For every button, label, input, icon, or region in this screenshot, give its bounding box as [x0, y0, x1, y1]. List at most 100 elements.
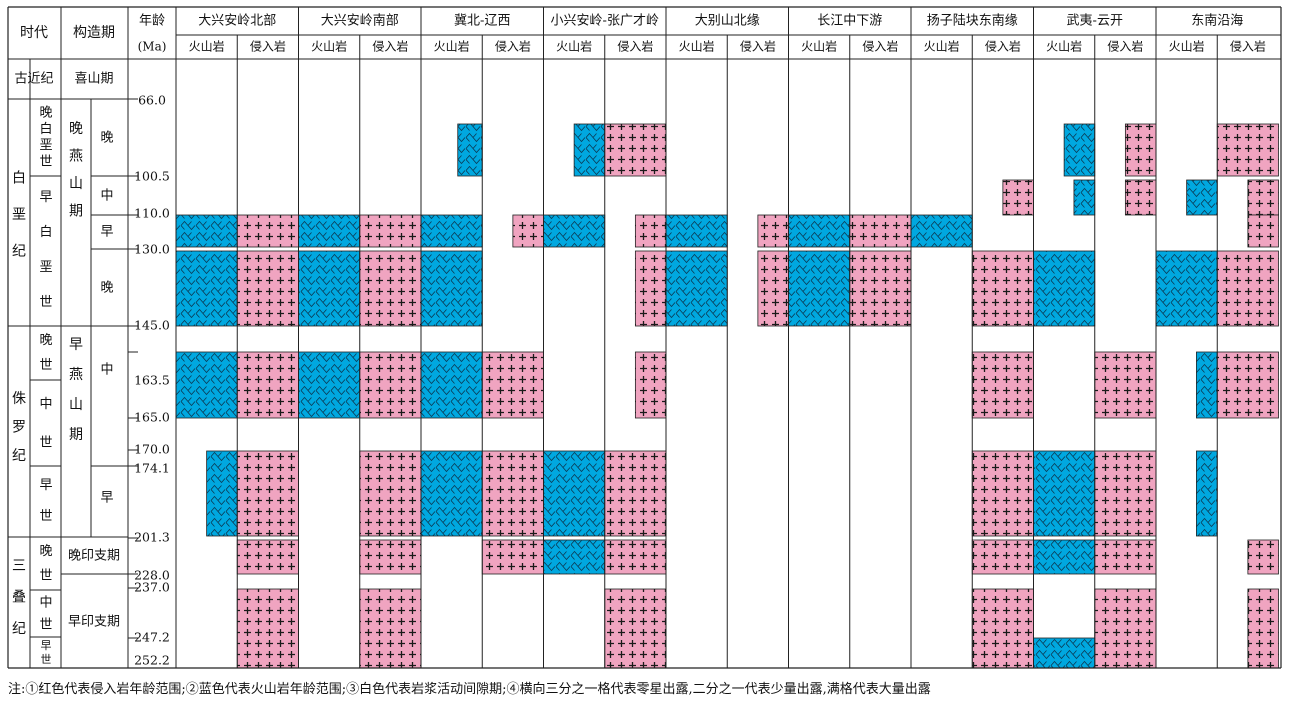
period-label: 三 [12, 558, 26, 574]
period-label: 古近纪 [14, 72, 53, 87]
intrusive-range-bar [634, 351, 667, 419]
volcanic-range-bar [543, 539, 606, 575]
intrusive-range-bar [634, 250, 667, 327]
volcanic-range-bar [1063, 123, 1096, 177]
intrusive-col-header: 侵入岩 [985, 39, 1021, 54]
volcanic-range-bar [175, 214, 238, 248]
tectonic-period-label: 山 [69, 397, 83, 413]
subphase-label: 早 [100, 225, 113, 240]
volcanic-col-header: 火山岩 [311, 39, 347, 54]
intrusive-range-bar [1094, 450, 1157, 537]
region-header: 大别山北缘 [695, 14, 760, 29]
age-header: 年龄 [139, 14, 165, 29]
intrusive-range-bar [359, 214, 422, 248]
intrusive-range-bar [634, 214, 667, 248]
intrusive-col-header: 侵入岩 [740, 39, 776, 54]
subphase-label: 中 [100, 363, 113, 378]
intrusive-range-bar [1247, 588, 1279, 669]
volcanic-col-header: 火山岩 [679, 39, 715, 54]
intrusive-range-bar [1094, 588, 1157, 669]
volcanic-range-bar [175, 351, 238, 419]
epoch-label: 世 [39, 295, 52, 310]
age-tick-label: 201.3 [134, 530, 170, 545]
age-tick-label: 100.5 [134, 169, 170, 184]
volcanic-col-header: 火山岩 [434, 39, 470, 54]
age-tick-label: 228.0 [134, 568, 170, 583]
intrusive-range-bar [971, 250, 1034, 327]
age-tick-label: 237.0 [134, 580, 170, 595]
intrusive-range-bar [971, 351, 1034, 419]
volcanic-range-bar [665, 250, 728, 327]
volcanic-range-bar [788, 214, 851, 248]
volcanic-col-header: 火山岩 [1169, 39, 1205, 54]
volcanic-range-bar [1033, 450, 1096, 537]
intrusive-range-bar [757, 250, 789, 327]
intrusive-range-bar [236, 214, 299, 248]
era-header: 时代 [20, 25, 48, 41]
region-header: 大兴安岭北部 [198, 14, 276, 29]
intrusive-range-bar [359, 539, 422, 575]
intrusive-range-bar [512, 214, 544, 248]
volcanic-range-bar [1196, 351, 1218, 419]
intrusive-range-bar [1002, 179, 1034, 216]
intrusive-range-bar [1216, 351, 1279, 419]
intrusive-range-bar [849, 214, 912, 248]
volcanic-range-bar [1196, 450, 1218, 537]
tectonic-period-label: 晚印支期 [68, 549, 120, 564]
intrusive-range-bar [481, 539, 544, 575]
age-tick-label: 66.0 [138, 93, 166, 108]
intrusive-col-header: 侵入岩 [250, 39, 286, 54]
volcanic-range-bar [1155, 250, 1218, 327]
tectonic-period-label: 晚 [69, 121, 83, 137]
intrusive-range-bar [604, 539, 667, 575]
volcanic-range-bar [298, 214, 361, 248]
age-tick-label: 163.5 [134, 373, 170, 388]
intrusive-range-bar [1124, 179, 1157, 216]
volcanic-range-bar [175, 250, 238, 327]
tectonic-period-label: 期 [69, 203, 83, 219]
volcanic-range-bar [420, 351, 483, 419]
subphase-label: 晚 [100, 281, 113, 296]
volcanic-col-header: 火山岩 [801, 39, 837, 54]
region-header: 冀北-辽西 [454, 13, 510, 29]
intrusive-range-bar [971, 539, 1034, 575]
volcanic-range-bar [1033, 250, 1096, 327]
intrusive-range-bar [359, 351, 422, 419]
intrusive-range-bar [481, 351, 544, 419]
age-unit: (Ma) [138, 40, 167, 54]
volcanic-range-bar [1033, 539, 1096, 575]
epoch-label: 世 [39, 154, 52, 169]
intrusive-range-bar [481, 450, 544, 537]
intrusive-range-bar [971, 450, 1034, 537]
volcanic-col-header: 火山岩 [556, 39, 592, 54]
intrusive-col-header: 侵入岩 [1107, 39, 1143, 54]
period-label: 纪 [12, 244, 26, 260]
region-header: 东南沿海 [1191, 13, 1243, 29]
age-tick-label: 247.2 [134, 630, 170, 645]
volcanic-range-bar [543, 450, 606, 537]
legend-note: 注:①红色代表侵入岩年龄范围;②蓝色代表火山岩年龄范围;③白色代表岩浆活动间隙期… [8, 682, 931, 697]
intrusive-range-bar [236, 539, 299, 575]
subphase-label: 中 [100, 189, 113, 204]
tectonic-period-label: 早 [69, 337, 83, 353]
intrusive-range-bar [359, 250, 422, 327]
age-tick-label: 174.1 [134, 461, 170, 476]
volcanic-range-bar [420, 250, 483, 327]
epoch-label: 世 [39, 435, 52, 450]
volcanic-range-bar [420, 450, 483, 537]
volcanic-range-bar [910, 214, 973, 248]
intrusive-col-header: 侵入岩 [617, 39, 653, 54]
volcanic-range-bar [543, 214, 606, 248]
region-header: 长江中下游 [817, 14, 882, 29]
age-tick-label: 110.0 [134, 206, 170, 221]
region-header: 小兴安岭-张广才岭 [551, 14, 659, 29]
intrusive-range-bar [1247, 539, 1279, 575]
volcanic-range-bar [788, 250, 851, 327]
intrusive-range-bar [971, 588, 1034, 669]
epoch-label: 晚 [39, 544, 52, 559]
intrusive-range-bar [236, 450, 299, 537]
epoch-label: 世 [39, 568, 52, 583]
tectonic-period-label: 喜山期 [74, 72, 113, 87]
intrusive-range-bar [236, 250, 299, 327]
